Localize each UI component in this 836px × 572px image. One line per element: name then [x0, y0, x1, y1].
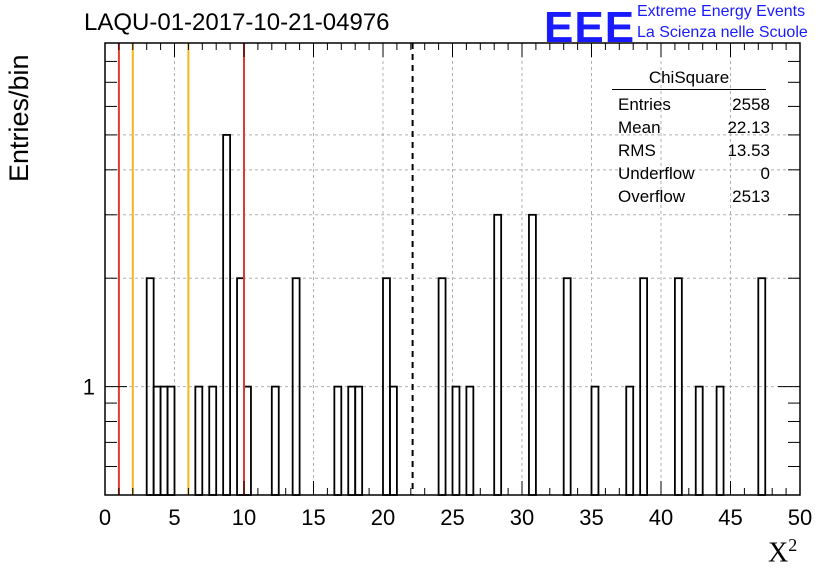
histogram-bin [590, 385, 600, 496]
histogram-bin [159, 385, 169, 496]
histogram-bin [243, 385, 252, 496]
histogram-bin [715, 385, 725, 496]
x-tick-label: 50 [788, 505, 812, 530]
histogram-bin [222, 134, 231, 496]
stats-row-rms: RMS 13.53 [618, 141, 770, 160]
histogram-bin [528, 213, 537, 496]
histogram-bin [694, 385, 704, 496]
histogram-bin [152, 385, 162, 496]
x-tick-label: 0 [99, 505, 111, 530]
stats-row-overflow: Overflow 2513 [618, 187, 770, 206]
histogram-bin [451, 385, 461, 496]
x-tick-label: 5 [168, 505, 180, 530]
x-tick-label: 15 [301, 505, 325, 530]
stats-row-entries: Entries 2558 [618, 95, 770, 114]
histogram-bin [333, 385, 343, 496]
x-tick-label: 35 [579, 505, 603, 530]
y-tick-label: 1 [83, 375, 95, 400]
histogram-bin [465, 385, 475, 496]
stats-header: ChiSquare [612, 68, 766, 90]
histogram-bin [208, 385, 218, 496]
x-tick-label: 10 [232, 505, 256, 530]
logo-line-1: Extreme Energy Events [637, 3, 806, 20]
x-tick-label: 25 [440, 505, 464, 530]
histogram-bin [194, 385, 204, 496]
x-tick-label: 40 [649, 505, 673, 530]
stats-row-mean: Mean 22.13 [618, 118, 770, 137]
chart-title: LAQU-01-2017-10-21-04976 [84, 9, 390, 36]
histogram-bin [354, 385, 364, 496]
histogram-bin [625, 385, 635, 496]
histogram-bin [493, 213, 503, 496]
stats-row-underflow: Underflow 0 [618, 164, 770, 183]
stats-box: ChiSquare Entries 2558 Mean 22.13 RMS 13.53… [612, 68, 772, 208]
x-tick-label: 20 [371, 505, 395, 530]
logo-line-2: La Scienza nelle Scuole [637, 24, 808, 41]
histogram-bin [270, 385, 280, 496]
histogram-bin [347, 385, 357, 496]
histogram-bin [166, 385, 176, 496]
x-tick-label: 45 [718, 505, 742, 530]
x-axis-label: X2 [768, 535, 798, 569]
x-tick-label: 30 [510, 505, 534, 530]
histogram-bin [389, 385, 398, 496]
